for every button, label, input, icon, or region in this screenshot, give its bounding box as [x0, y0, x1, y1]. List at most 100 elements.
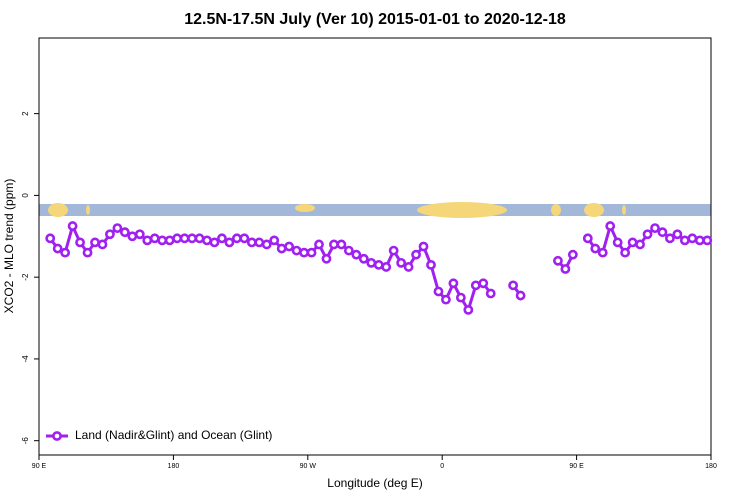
data-point [426, 259, 436, 270]
data-point [224, 237, 235, 248]
data-point [508, 280, 519, 291]
data-point [515, 290, 526, 301]
legend-label: Land (Nadir&Glint) and Ocean (Glint) [75, 428, 272, 442]
land [622, 205, 626, 215]
data-point [343, 245, 354, 256]
land [48, 203, 68, 217]
x-tick-label: 0 [440, 463, 444, 470]
x-tick-label: 90 E [569, 463, 584, 470]
data-point [635, 239, 645, 250]
data-point [560, 264, 571, 274]
data-point [620, 247, 631, 258]
data-point [52, 243, 63, 254]
data-point [448, 278, 459, 289]
data-point [381, 262, 392, 272]
data-point [403, 262, 414, 272]
data-point [373, 259, 384, 270]
y-axis-label: XCO2 - MLO trend (ppm) [2, 179, 16, 314]
chart-title: 12.5N-17.5N July (Ver 10) 2015-01-01 to … [184, 11, 566, 28]
data-point [314, 239, 324, 250]
data-point [187, 233, 197, 244]
data-point [396, 257, 407, 268]
x-axis-label: Longitude (deg E) [327, 476, 422, 490]
data-point [194, 233, 205, 244]
data-point [612, 237, 623, 248]
data-point [127, 231, 138, 242]
data-point [470, 280, 481, 291]
data-point [75, 237, 85, 248]
data-point [627, 237, 638, 248]
data-point [485, 288, 496, 299]
data-point [672, 229, 683, 240]
data-point [687, 233, 698, 244]
data-point [642, 229, 653, 240]
map-band [39, 202, 711, 218]
data-point [119, 227, 130, 238]
data-point [433, 286, 444, 297]
data-point [336, 239, 347, 250]
data-point [202, 235, 212, 246]
data-point [351, 249, 362, 260]
data-point [388, 245, 399, 256]
land [86, 205, 90, 215]
land [584, 203, 604, 217]
data-point [358, 253, 369, 264]
data-point [590, 243, 601, 254]
land [295, 204, 315, 212]
data-point [82, 247, 93, 258]
data-point [261, 239, 272, 250]
data-point [463, 304, 474, 315]
data-point [157, 235, 168, 246]
data-point [149, 233, 160, 244]
x-tick-label: 90 W [300, 463, 317, 470]
y-tick-label: -6 [21, 437, 30, 445]
data-point [172, 233, 183, 244]
data-point [411, 249, 421, 260]
data-point [694, 235, 705, 246]
data-point [209, 237, 220, 248]
data-point [657, 227, 668, 238]
land [551, 204, 561, 216]
data-point [665, 233, 675, 244]
data-point [291, 245, 302, 256]
data-point [284, 241, 295, 252]
ocean-band [39, 204, 711, 216]
y-tick-label: 0 [21, 193, 30, 198]
data-point [67, 221, 78, 231]
data-point [553, 255, 563, 266]
data-point [60, 247, 71, 258]
data-point [276, 243, 287, 254]
data-point [478, 278, 489, 289]
data-point [105, 229, 115, 240]
data-point [597, 247, 608, 258]
data-point [567, 249, 578, 260]
x-tick-label: 180 [705, 463, 717, 470]
data-point [329, 239, 339, 250]
x-tick-label: 90 E [32, 463, 47, 470]
data-point [605, 221, 616, 231]
data-point [321, 253, 332, 264]
data-point [650, 223, 660, 234]
y-tick-label: -2 [21, 273, 30, 281]
y-tick-label: -4 [21, 355, 30, 363]
legend-marker [52, 431, 62, 441]
x-tick-label: 180 [168, 463, 180, 470]
data-point [299, 247, 309, 258]
data-point [97, 239, 108, 250]
data-point [90, 237, 100, 248]
data-point [366, 257, 377, 268]
data-point [582, 233, 593, 244]
data-point [217, 233, 227, 244]
data-point [679, 235, 690, 246]
data-point [45, 233, 56, 244]
data-point [142, 235, 153, 246]
data-point [231, 233, 242, 244]
data-point [455, 292, 466, 303]
land [417, 202, 507, 218]
y-tick-label: 2 [21, 111, 30, 116]
plot-frame [38, 37, 712, 456]
data-point [306, 247, 317, 258]
data-point [164, 235, 175, 246]
